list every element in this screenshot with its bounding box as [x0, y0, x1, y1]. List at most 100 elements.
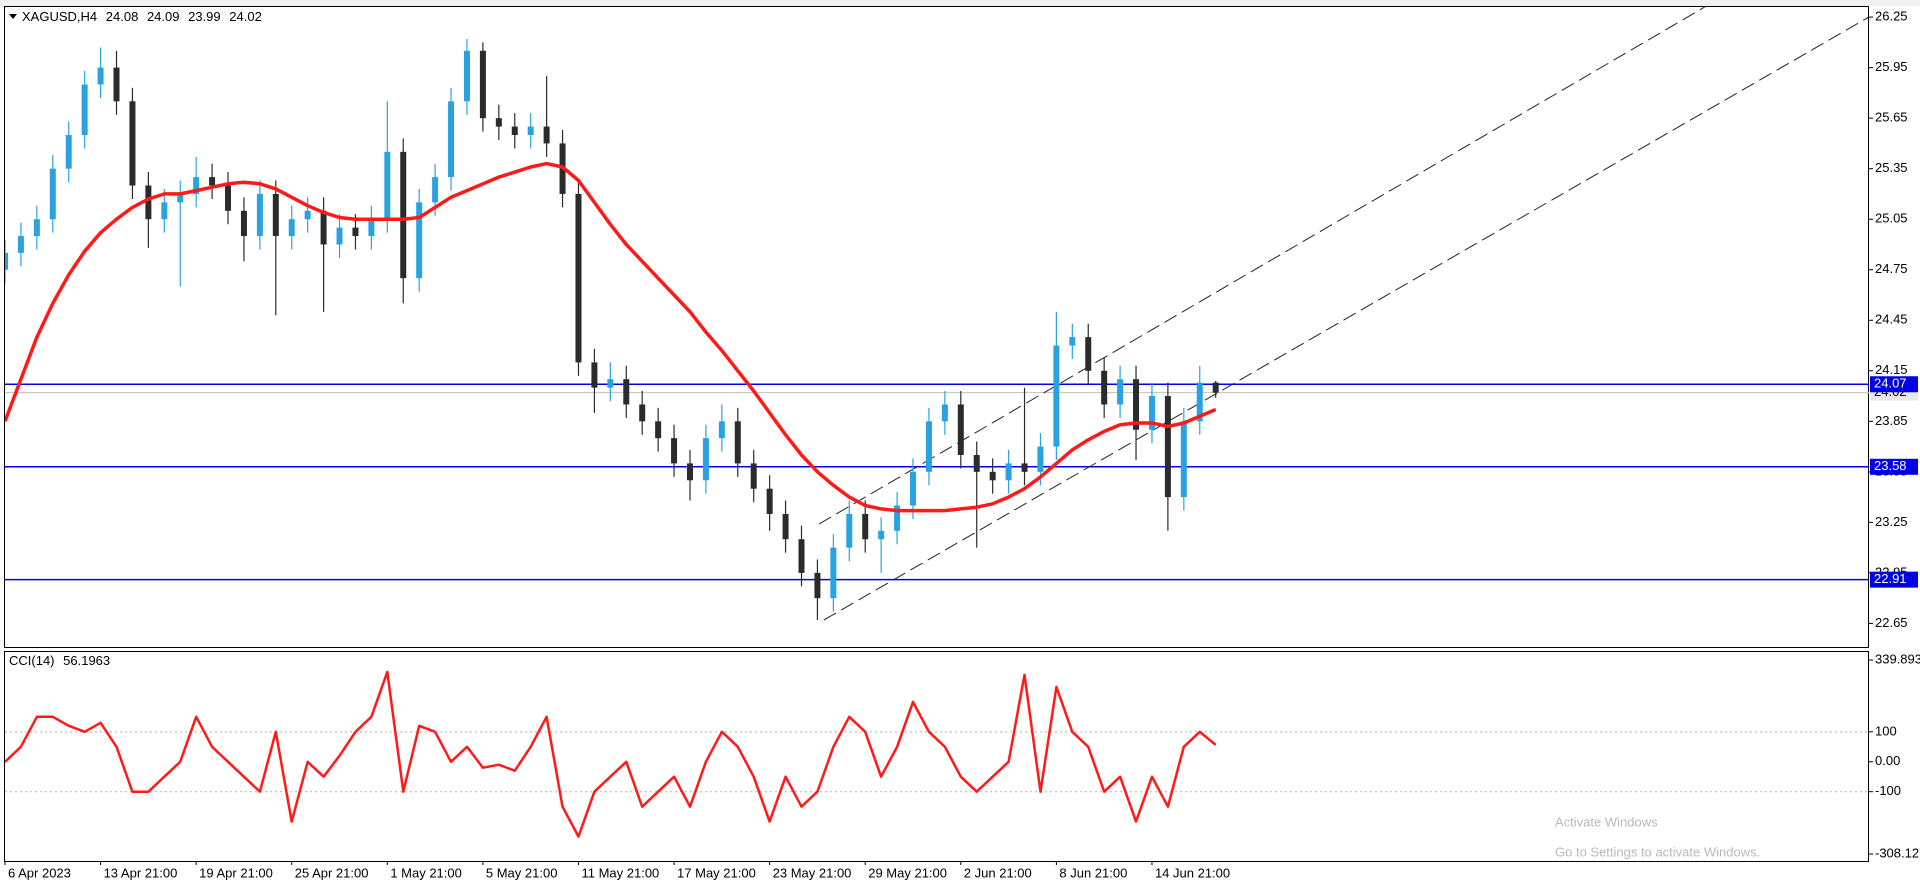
candle-body	[1196, 382, 1203, 422]
candle-body	[718, 421, 725, 439]
main-pane-border	[4, 6, 1869, 648]
header-low: 23.99	[188, 9, 221, 24]
candle-body	[352, 227, 359, 237]
cci-tick-label: 0.00	[1875, 753, 1900, 768]
candle-body	[639, 404, 646, 422]
cci-tick-label: -100	[1875, 783, 1901, 798]
watermark-title: Activate Windows	[1555, 814, 1658, 829]
x-tick-label: 17 May 21:00	[677, 865, 756, 880]
price-label-box	[1870, 376, 1918, 393]
x-tick-label: 29 May 21:00	[868, 865, 947, 880]
candle-body	[1117, 379, 1124, 405]
candle-body	[607, 379, 614, 388]
candle-body	[49, 168, 56, 220]
cci-tick-label: 339.893	[1875, 651, 1920, 666]
candle-body	[1164, 396, 1171, 498]
candle-body	[400, 151, 407, 279]
candle-body	[177, 193, 184, 203]
candle-body	[304, 210, 311, 220]
x-tick-label: 2 Jun 21:00	[964, 865, 1032, 880]
candle-body	[1085, 337, 1092, 371]
candle-body	[846, 513, 853, 548]
cci-pane	[5, 670, 1869, 838]
overlay: XAGUSD,H4 24.08 24.09 23.99 24.02 CCI(14…	[4, 9, 1920, 880]
cci-pane-border	[4, 651, 1869, 862]
candle-body	[463, 50, 470, 102]
candle-body	[1053, 345, 1060, 447]
candle-body	[957, 404, 964, 455]
cci-tick-label: -308.127	[1875, 845, 1920, 860]
candle-body	[925, 421, 932, 472]
channel-line	[823, 16, 1869, 621]
cci-header: CCI(14) 56.1963	[9, 653, 110, 668]
candle-body	[1148, 396, 1155, 430]
moving-average	[5, 161, 1217, 513]
candle-body	[288, 219, 295, 237]
candle-body	[145, 185, 152, 220]
candle-body	[941, 404, 948, 422]
candle-body	[5, 252, 8, 270]
candle-body	[97, 67, 104, 85]
candle-body	[989, 471, 996, 481]
price-label: 23.58	[1874, 458, 1907, 473]
y-tick-label: 25.35	[1875, 160, 1908, 175]
price-label-box	[1870, 458, 1918, 475]
candle-body	[368, 219, 375, 237]
y-tick-label: 24.45	[1875, 312, 1908, 327]
candle-body	[336, 227, 343, 245]
candle-body	[129, 101, 136, 186]
cci-last-value: 56.1963	[63, 653, 110, 668]
candle-body	[1212, 382, 1219, 393]
y-tick-label: 25.95	[1875, 59, 1908, 74]
x-tick-label: 23 May 21:00	[773, 865, 852, 880]
y-tick-label: 26.25	[1875, 9, 1908, 24]
candle-body	[384, 151, 391, 220]
candle-body	[591, 362, 598, 388]
candle-body	[495, 118, 502, 127]
header-close: 24.02	[229, 9, 262, 24]
candle-body	[1069, 337, 1076, 346]
x-tick-label: 19 Apr 21:00	[199, 865, 273, 880]
x-tick-label: 14 Jun 21:00	[1155, 865, 1230, 880]
candle-body	[432, 177, 439, 203]
candle-body	[798, 539, 805, 573]
y-tick-label: 25.65	[1875, 110, 1908, 125]
x-tick-label: 6 Apr 2023	[8, 865, 71, 880]
candle-body	[702, 438, 709, 481]
candle-body	[575, 193, 582, 363]
symbol: XAGUSD,H4	[22, 9, 97, 24]
candle-body	[671, 438, 678, 464]
x-tick-label: 5 May 21:00	[486, 865, 558, 880]
candle-body	[623, 379, 630, 405]
candle-body	[814, 572, 821, 599]
top-strip	[0, 0, 1920, 6]
candle-body	[734, 421, 741, 464]
candle-body	[527, 126, 534, 135]
candle-body	[782, 513, 789, 540]
x-tick-label: 13 Apr 21:00	[104, 865, 178, 880]
candle-body	[320, 210, 327, 245]
candle-body	[543, 126, 550, 144]
y-tick-label: 25.05	[1875, 211, 1908, 226]
x-tick-label: 1 May 21:00	[390, 865, 462, 880]
symbol-menu-arrow[interactable]	[9, 14, 17, 19]
price-label: 24.07	[1874, 376, 1907, 391]
candle-body	[910, 471, 917, 506]
y-tick-label: 23.85	[1875, 413, 1908, 428]
candle-body	[686, 463, 693, 481]
candle-body	[894, 505, 901, 531]
candle-body	[113, 67, 120, 102]
candle-body	[416, 202, 423, 279]
candle-body	[448, 101, 455, 178]
channel-line	[818, 7, 1705, 525]
candle-body	[240, 210, 247, 237]
candle-body	[193, 177, 200, 194]
candle-body	[878, 530, 885, 540]
symbol-header: XAGUSD,H4 24.08 24.09 23.99 24.02	[22, 9, 262, 24]
candle-body	[511, 126, 518, 135]
candle-body	[1180, 421, 1187, 498]
candle-body	[830, 547, 837, 599]
candle-body	[1021, 463, 1028, 472]
candle-body	[272, 193, 279, 237]
